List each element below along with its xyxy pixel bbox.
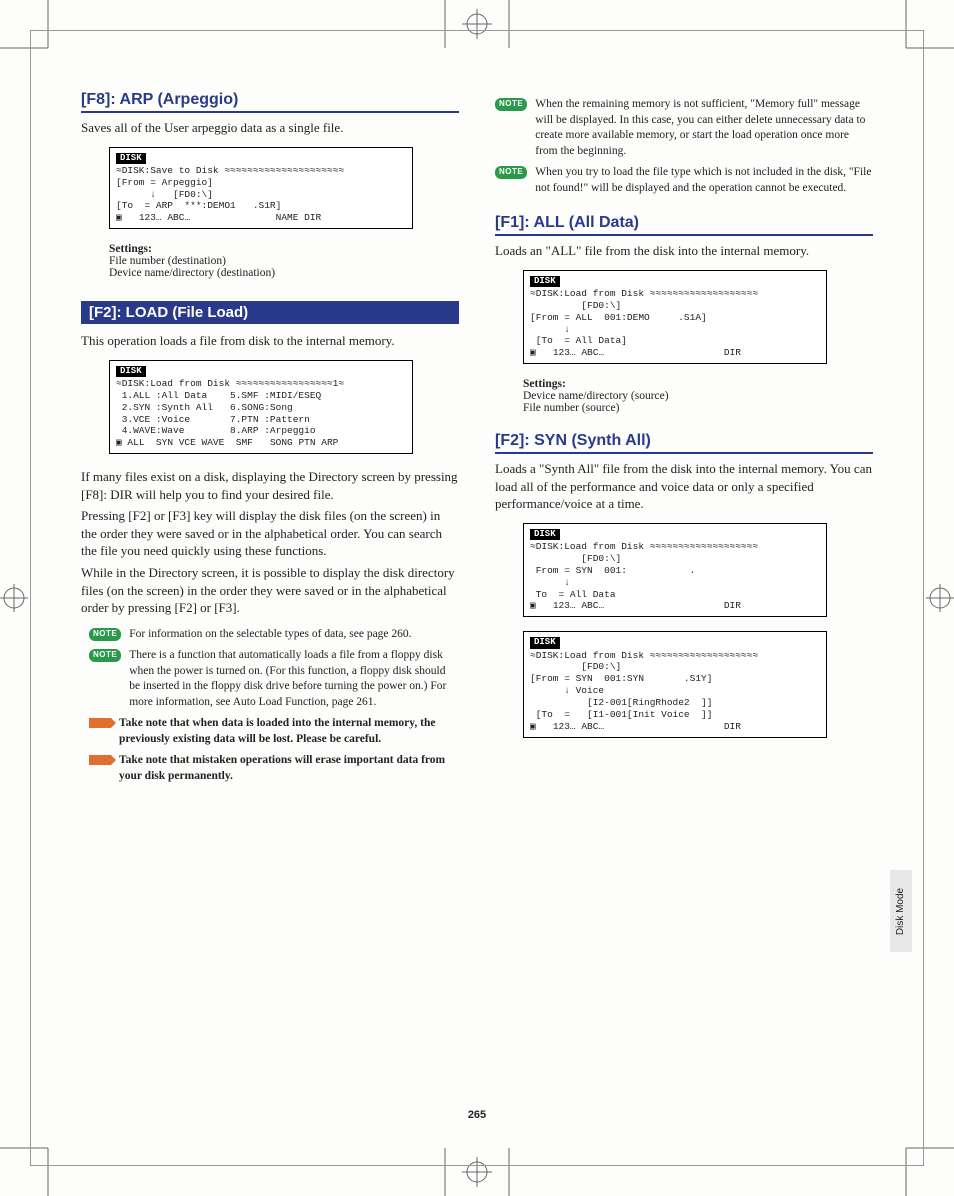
lcd-syn-2: DISK ≈DISK:Load from Disk ≈≈≈≈≈≈≈≈≈≈≈≈≈≈… (523, 631, 827, 737)
warning-row: Take note that when data is loaded into … (81, 716, 459, 747)
note-row: NOTE When the remaining memory is not su… (495, 97, 873, 159)
f8-settings: Settings: File number (destination) Devi… (109, 243, 459, 279)
page-frame: [F8]: ARP (Arpeggio) Saves all of the Us… (30, 30, 924, 1166)
settings-line: Device name/directory (destination) (109, 267, 459, 279)
note-text: When you try to load the file type which… (535, 165, 873, 196)
lcd-title: DISK (530, 637, 560, 648)
lcd-f1-all: DISK ≈DISK:Load from Disk ≈≈≈≈≈≈≈≈≈≈≈≈≈≈… (523, 270, 827, 365)
lcd-title: DISK (530, 529, 560, 540)
note-icon: NOTE (89, 628, 121, 641)
note-row: NOTE When you try to load the file type … (495, 165, 873, 196)
lcd-content: ≈DISK:Save to Disk ≈≈≈≈≈≈≈≈≈≈≈≈≈≈≈≈≈≈≈≈≈… (116, 165, 344, 224)
lcd-title: DISK (116, 153, 146, 164)
warning-text: Take note that when data is loaded into … (119, 716, 459, 747)
lcd-title: DISK (116, 366, 146, 377)
heading-f2-syn: [F2]: SYN (Synth All) (495, 432, 873, 454)
warning-arrow-icon (89, 755, 111, 765)
settings-line: File number (source) (523, 402, 873, 414)
lcd-title: DISK (530, 276, 560, 287)
note-text: When the remaining memory is not suffici… (535, 97, 873, 159)
warning-text: Take note that mistaken operations will … (119, 753, 459, 784)
f2-body-text: This operation loads a file from disk to… (81, 332, 459, 350)
lcd-content: ≈DISK:Load from Disk ≈≈≈≈≈≈≈≈≈≈≈≈≈≈≈≈≈≈≈… (530, 288, 758, 358)
note-icon: NOTE (89, 649, 121, 662)
lcd-content: ≈DISK:Load from Disk ≈≈≈≈≈≈≈≈≈≈≈≈≈≈≈≈≈≈≈… (530, 541, 758, 611)
side-tab-disk-mode: Disk Mode (890, 870, 912, 952)
f2-paragraph-1: If many files exist on a disk, displayin… (81, 468, 459, 503)
heading-f2-load: [F2]: LOAD (File Load) (81, 301, 459, 324)
f1-body-text: Loads an "ALL" file from the disk into t… (495, 242, 873, 260)
f2-paragraph-2: Pressing [F2] or [F3] key will display t… (81, 507, 459, 560)
note-row: NOTE For information on the selectable t… (81, 627, 459, 643)
lcd-syn-1: DISK ≈DISK:Load from Disk ≈≈≈≈≈≈≈≈≈≈≈≈≈≈… (523, 523, 827, 618)
note-text: For information on the selectable types … (129, 627, 411, 643)
settings-line: Device name/directory (source) (523, 390, 873, 402)
settings-label: Settings: (109, 243, 459, 255)
note-row: NOTE There is a function that automatica… (81, 648, 459, 710)
note-text: There is a function that automatically l… (129, 648, 459, 710)
lcd-content: ≈DISK:Load from Disk ≈≈≈≈≈≈≈≈≈≈≈≈≈≈≈≈≈≈≈… (530, 650, 758, 732)
f2syn-body-text: Loads a "Synth All" file from the disk i… (495, 460, 873, 513)
f1-settings: Settings: Device name/directory (source)… (523, 378, 873, 414)
warning-arrow-icon (89, 718, 111, 728)
two-column-layout: [F8]: ARP (Arpeggio) Saves all of the Us… (81, 91, 873, 790)
settings-label: Settings: (523, 378, 873, 390)
f2-paragraph-3: While in the Directory screen, it is pos… (81, 564, 459, 617)
left-column: [F8]: ARP (Arpeggio) Saves all of the Us… (81, 91, 459, 790)
page-number: 265 (31, 1109, 923, 1121)
settings-line: File number (destination) (109, 255, 459, 267)
lcd-content: ≈DISK:Load from Disk ≈≈≈≈≈≈≈≈≈≈≈≈≈≈≈≈≈1≈… (116, 378, 344, 448)
lcd-f2-load-menu: DISK ≈DISK:Load from Disk ≈≈≈≈≈≈≈≈≈≈≈≈≈≈… (109, 360, 413, 455)
side-tab-label: Disk Mode (896, 887, 907, 934)
warning-row: Take note that mistaken operations will … (81, 753, 459, 784)
note-icon: NOTE (495, 98, 527, 111)
heading-f8-arp: [F8]: ARP (Arpeggio) (81, 91, 459, 113)
heading-f1-all: [F1]: ALL (All Data) (495, 214, 873, 236)
right-column: NOTE When the remaining memory is not su… (495, 91, 873, 790)
f8-body-text: Saves all of the User arpeggio data as a… (81, 119, 459, 137)
lcd-f8-save: DISK ≈DISK:Save to Disk ≈≈≈≈≈≈≈≈≈≈≈≈≈≈≈≈… (109, 147, 413, 230)
note-icon: NOTE (495, 166, 527, 179)
